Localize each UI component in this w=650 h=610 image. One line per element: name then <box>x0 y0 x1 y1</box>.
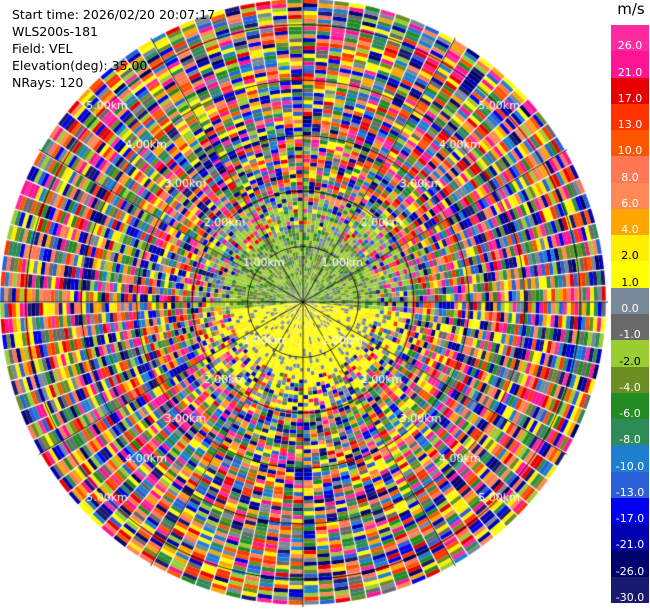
colorbar-tick-label: 10.0 <box>617 144 643 158</box>
colorbar-unit: m/s <box>617 0 645 18</box>
colorbar-tick-label: -26.0 <box>615 564 645 578</box>
colorbar-tick-label: -21.0 <box>615 538 645 552</box>
colorbar-swatch <box>611 103 649 131</box>
colorbar-tick-label: 6.0 <box>621 196 639 210</box>
colorbar-swatch <box>611 550 649 578</box>
colorbar-tick-label: -30.0 <box>615 591 645 604</box>
colorbar-tick-label: 0.0 <box>621 302 639 315</box>
colorbar-tick-label: -4.0 <box>619 380 641 394</box>
colorbar-tick-label: 8.0 <box>621 170 639 184</box>
colorbar-swatch <box>611 235 649 262</box>
start-time-label: Start time: 2026/02/20 20:07:17 <box>12 7 216 22</box>
colorbar-swatch <box>611 524 649 551</box>
field-label: Field: VEL <box>12 41 73 56</box>
colorbar-swatch <box>611 340 649 368</box>
colorbar-tick-label: -13.0 <box>615 485 645 499</box>
colorbar-tick-label: -10.0 <box>615 459 645 473</box>
colorbar-tick-label: -2.0 <box>619 354 641 368</box>
colorbar-tick-label: 13.0 <box>617 118 643 132</box>
colorbar-swatch <box>611 208 649 236</box>
colorbar-tick-label: 2.0 <box>621 249 639 263</box>
colorbar-swatch <box>611 497 649 525</box>
colorbar-swatch <box>611 182 649 210</box>
colorbar-tick-label: 21.0 <box>617 65 643 79</box>
colorbar-tick-label: 4.0 <box>621 223 639 237</box>
colorbar-tick-label: -8.0 <box>619 433 641 447</box>
instrument-label: WLS200s-181 <box>12 24 98 39</box>
colorbar-tick-label: -6.0 <box>619 407 641 421</box>
nrays-label: NRays: 120 <box>12 75 84 90</box>
colorbar-swatch <box>611 287 649 315</box>
colorbar: 26.0 21.0 17.0 13.0 10.0 8.0 6.0 4.0 2.0 1.0 0.0 -1… <box>611 25 649 604</box>
colorbar-swatch <box>611 130 649 157</box>
colorbar-swatch <box>611 25 649 52</box>
colorbar-swatch <box>611 261 649 289</box>
colorbar-swatch <box>611 576 649 604</box>
colorbar-tick-label: 26.0 <box>617 39 643 53</box>
colorbar-swatch <box>611 392 649 420</box>
colorbar-swatch <box>611 419 649 446</box>
colorbar-swatch <box>611 366 649 394</box>
colorbar-tick-label: -17.0 <box>615 512 645 526</box>
colorbar-tick-label: 1.0 <box>621 275 639 289</box>
colorbar-tick-label: -1.0 <box>619 328 641 342</box>
colorbar-swatch <box>611 77 649 105</box>
colorbar-swatch <box>611 156 649 184</box>
colorbar-swatch <box>611 445 649 473</box>
colorbar-swatch <box>611 51 649 79</box>
colorbar-tick-label: 17.0 <box>617 91 643 105</box>
colorbar-swatch <box>611 314 649 341</box>
plot-info: Start time: 2026/02/20 20:07:17 WLS200s-… <box>12 6 215 91</box>
colorbar-swatch <box>611 471 649 499</box>
elevation-label: Elevation(deg): 35.00 <box>12 58 148 73</box>
